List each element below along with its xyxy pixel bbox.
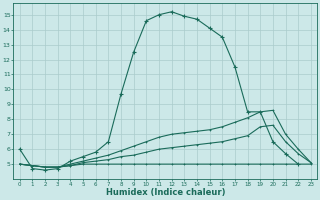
X-axis label: Humidex (Indice chaleur): Humidex (Indice chaleur) [106,188,225,197]
